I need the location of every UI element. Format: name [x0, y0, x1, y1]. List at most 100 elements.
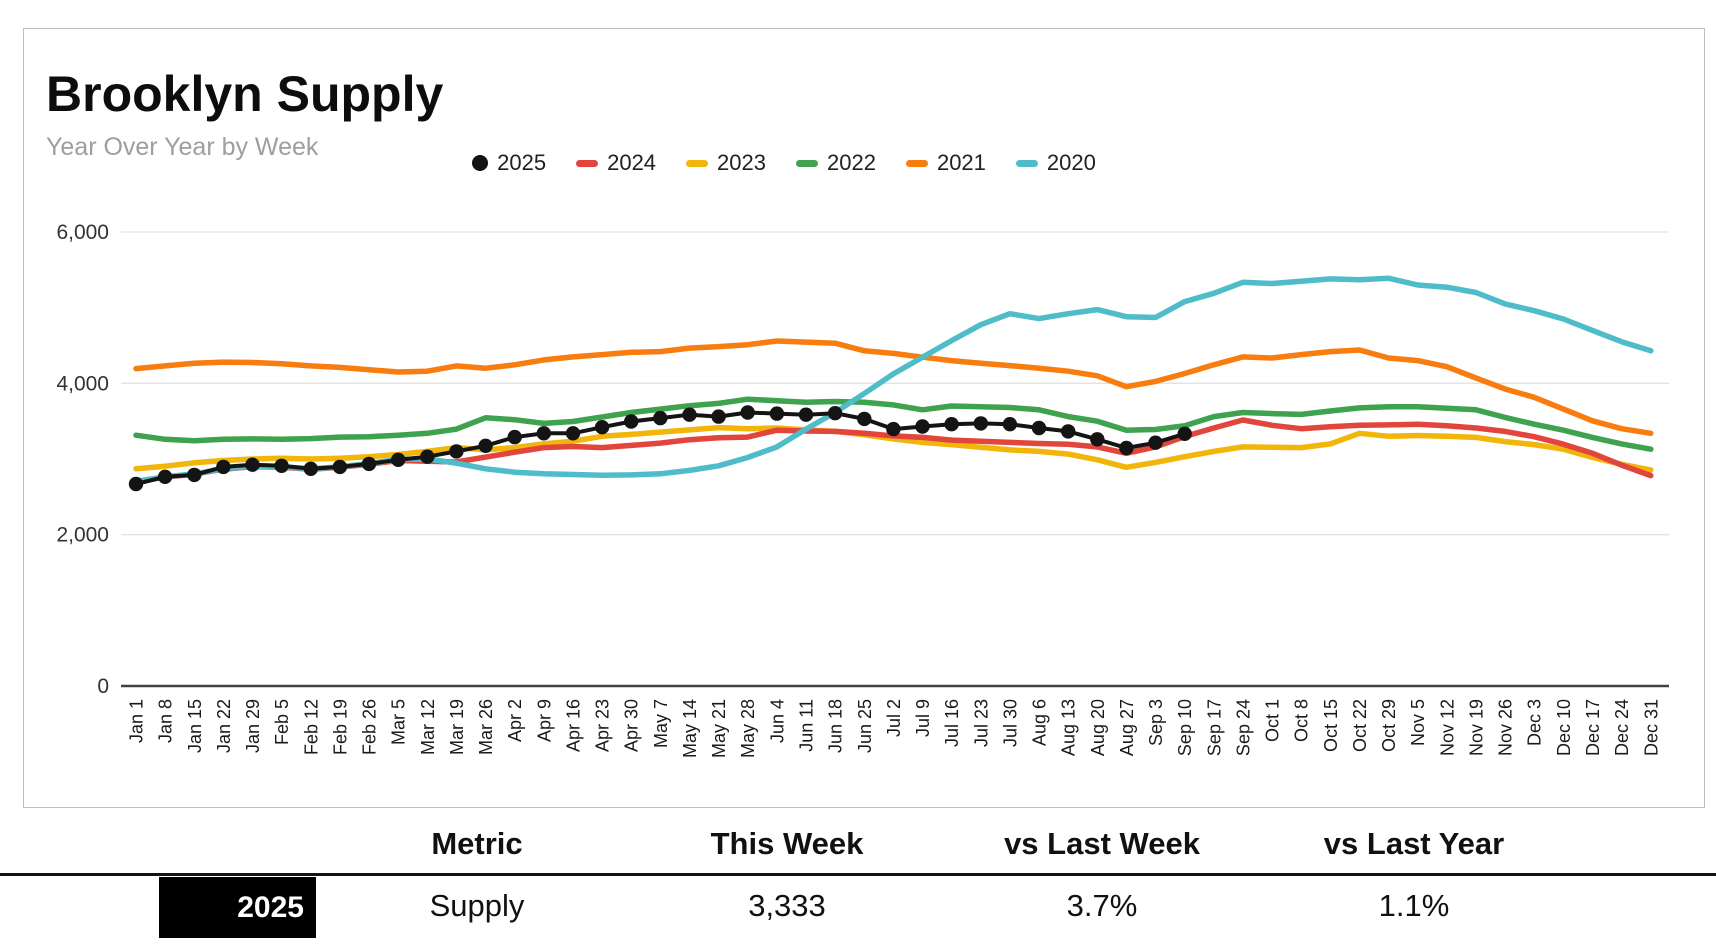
legend-label: 2020 — [1046, 150, 1096, 175]
row-metric-value: Supply — [429, 888, 525, 923]
data-point-2025 — [361, 456, 377, 472]
data-point-2025 — [827, 406, 843, 421]
x-tick-label: Oct 1 — [1263, 699, 1283, 742]
x-tick-label: Feb 5 — [272, 699, 292, 745]
yoy-line-chart: 0 2,000 4,000 6,000 Jan 1 Jan 8 Jan 15 Jan 22 Ja… — [56, 221, 1669, 758]
data-point-2025 — [536, 426, 551, 441]
y-tick-label: 4,000 — [56, 372, 109, 395]
x-tick-label: Aug 20 — [1088, 699, 1108, 756]
data-point-2025 — [507, 429, 522, 445]
x-tick-label: Nov 12 — [1437, 699, 1457, 756]
x-tick-label: Feb 26 — [360, 699, 380, 755]
x-tick-label: Oct 15 — [1321, 699, 1341, 752]
x-tick-label: Oct 8 — [1292, 699, 1312, 742]
x-tick-label: Sep 24 — [1233, 699, 1253, 756]
legend-item-2021: 2021 — [905, 150, 986, 176]
data-point-2025 — [332, 459, 348, 475]
col-header-vs-last-week: vs Last Week — [1004, 826, 1200, 861]
x-tick-label: Jun 25 — [855, 699, 875, 753]
legend-label: 2024 — [607, 150, 657, 175]
x-tick-label: Feb 19 — [330, 699, 350, 755]
data-point-2025 — [303, 461, 318, 476]
x-tick-label: Aug 6 — [1030, 699, 1050, 746]
data-point-2025 — [420, 449, 435, 464]
data-point-2025 — [594, 420, 610, 435]
data-point-2025 — [1119, 440, 1134, 456]
legend-dash-marker-2022 — [796, 159, 818, 167]
x-tick-label: Jan 29 — [243, 699, 263, 753]
data-point-2025 — [973, 416, 988, 431]
x-tick-label: Aug 13 — [1059, 699, 1079, 756]
x-tick-label: May 21 — [709, 699, 729, 758]
legend-dash-marker-2021 — [905, 159, 928, 167]
data-point-2025 — [1031, 420, 1047, 436]
x-tick-label: Jan 1 — [127, 699, 147, 743]
data-point-2025 — [915, 419, 930, 434]
data-point-2025 — [1148, 435, 1163, 450]
legend-item-2022: 2022 — [796, 150, 876, 176]
x-tick-label: May 28 — [738, 699, 758, 758]
x-tick-label: Jun 4 — [767, 699, 787, 743]
x-tick-label: Dec 3 — [1525, 699, 1545, 746]
x-tick-label: Jul 16 — [942, 699, 962, 747]
x-tick-label: Jun 11 — [796, 699, 816, 752]
data-point-2025 — [740, 405, 755, 420]
legend-item-2023: 2023 — [686, 150, 766, 176]
data-point-2025 — [187, 467, 202, 483]
legend-label: 2022 — [827, 150, 876, 175]
data-point-2025 — [391, 452, 406, 467]
data-point-2025 — [857, 411, 872, 427]
legend-item-2020: 2020 — [1015, 150, 1096, 176]
data-point-2025 — [245, 457, 260, 472]
x-tick-label: Apr 16 — [563, 699, 583, 752]
x-tick-label: Aug 27 — [1117, 699, 1137, 756]
x-tick-label: Jul 9 — [913, 699, 933, 737]
legend-dash-marker-2020 — [1015, 159, 1038, 167]
x-tick-label: Nov 26 — [1496, 699, 1516, 756]
legend-label: 2021 — [936, 150, 986, 175]
data-point-2025 — [653, 410, 668, 426]
data-point-2025 — [449, 444, 464, 459]
data-point-2025 — [1090, 432, 1105, 447]
x-tick-label: Dec 10 — [1554, 699, 1574, 756]
data-point-2025 — [682, 407, 697, 422]
legend-item-2025: 2025 — [472, 150, 546, 176]
x-tick-label: Dec 31 — [1641, 699, 1661, 756]
legend-dash-marker-2023 — [686, 159, 709, 167]
row-vs-last-week-value: 3.7% — [1066, 888, 1138, 923]
col-header-this-week: This Week — [710, 826, 864, 861]
x-tick-label: Sep 3 — [1146, 699, 1166, 746]
row-this-week-value: 3,333 — [748, 888, 826, 923]
page-title: Brooklyn Supply — [46, 66, 444, 122]
x-tick-label: Jul 2 — [884, 699, 904, 737]
y-tick-label: 0 — [97, 675, 109, 698]
legend-label: 2025 — [497, 150, 547, 175]
x-tick-label: Jan 8 — [156, 699, 176, 743]
legend-item-2024: 2024 — [576, 150, 656, 176]
data-point-2025 — [1061, 424, 1076, 439]
year-badge: 2025 — [159, 877, 316, 938]
x-tick-label: Mar 12 — [418, 699, 438, 755]
x-tick-label: Jan 22 — [214, 699, 234, 753]
series-line-2021 — [133, 338, 1654, 437]
data-point-2025 — [944, 417, 959, 432]
y-tick-label: 6,000 — [56, 221, 109, 244]
data-point-2025 — [1002, 417, 1018, 432]
x-tick-label: Jul 30 — [1000, 699, 1020, 747]
x-tick-label: Jun 18 — [826, 699, 846, 753]
table-divider — [0, 873, 1716, 876]
x-tick-label: Jul 23 — [971, 699, 991, 747]
x-tick-label: Oct 29 — [1379, 699, 1399, 752]
data-point-2025 — [769, 406, 785, 421]
data-point-2025 — [798, 407, 814, 422]
page-subtitle: Year Over Year by Week — [46, 133, 319, 161]
x-tick-label: May 7 — [651, 699, 671, 748]
data-point-2025 — [886, 421, 901, 437]
col-header-metric: Metric — [431, 826, 523, 861]
x-tick-label: Apr 9 — [534, 699, 554, 742]
y-tick-label: 2,000 — [56, 524, 109, 547]
data-point-2025 — [216, 459, 231, 475]
x-tick-label: May 14 — [680, 699, 700, 758]
chart-card: Brooklyn Supply Year Over Year by Week 2… — [23, 28, 1705, 808]
col-header-vs-last-year: vs Last Year — [1323, 826, 1505, 861]
